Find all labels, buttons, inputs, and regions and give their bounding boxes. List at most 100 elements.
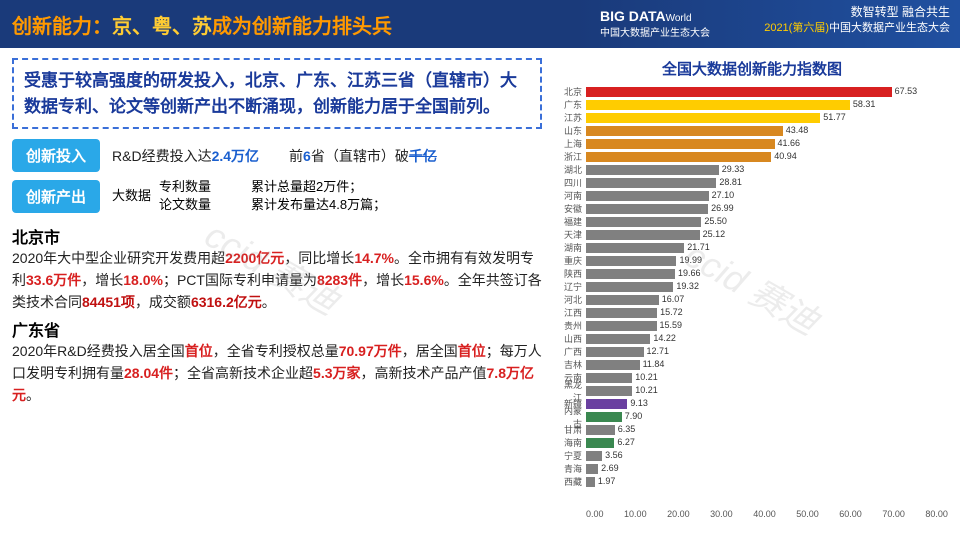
bar-label: 海南: [556, 436, 586, 449]
bar-fill: [586, 100, 850, 110]
bar-row: 上海41.66: [556, 137, 948, 150]
bar-label: 北京: [556, 85, 586, 98]
bar-value: 67.53: [895, 86, 918, 96]
chart-title: 全国大数据创新能力指数图: [556, 58, 948, 79]
bar-track: 51.77: [586, 113, 948, 123]
bar-label: 河北: [556, 293, 586, 306]
bar-value: 28.81: [719, 177, 742, 187]
bar-value: 19.99: [679, 255, 702, 265]
output-metrics: 专利数量 论文数量: [159, 178, 211, 214]
bar-value: 14.22: [653, 333, 676, 343]
bar-row: 天津25.12: [556, 228, 948, 241]
bar-label: 浙江: [556, 150, 586, 163]
bar-track: 11.84: [586, 360, 948, 370]
bar-fill: [586, 243, 684, 253]
bar-track: 15.59: [586, 321, 948, 331]
bar-value: 1.97: [598, 476, 616, 486]
beijing-body: 2020年大中型企业研究开发费用超2200亿元，同比增长14.7%。全市拥有有效…: [12, 248, 542, 313]
bar-row: 福建25.50: [556, 215, 948, 228]
bar-value: 26.99: [711, 203, 734, 213]
bar-value: 40.94: [774, 151, 797, 161]
bar-track: 27.10: [586, 191, 948, 201]
bar-row: 湖北29.33: [556, 163, 948, 176]
bar-fill: [586, 204, 708, 214]
bar-row: 陕西19.66: [556, 267, 948, 280]
bar-value: 7.90: [625, 411, 643, 421]
bar-row: 黑龙江10.21: [556, 384, 948, 397]
bar-row: 新疆9.13: [556, 397, 948, 410]
bar-label: 江苏: [556, 111, 586, 124]
bar-row: 四川 28.81: [556, 176, 948, 189]
investment-badge: 创新投入: [12, 139, 100, 172]
bar-row: 湖南21.71: [556, 241, 948, 254]
investment-text: R&D经费投入达2.4万亿 前6省（直辖市）破千亿: [112, 146, 437, 166]
bar-track: 58.31: [586, 100, 948, 110]
x-tick: 0.00: [586, 509, 604, 519]
bar-row: 内蒙古7.90: [556, 410, 948, 423]
bar-fill: [586, 425, 615, 435]
bar-label: 上海: [556, 137, 586, 150]
bar-track: 29.33: [586, 165, 948, 175]
bar-label: 贵州: [556, 319, 586, 332]
x-tick: 70.00: [882, 509, 905, 519]
bar-track: 12.71: [586, 347, 948, 357]
bar-fill: [586, 386, 632, 396]
bar-label: 河南: [556, 189, 586, 202]
bar-track: 9.13: [586, 399, 948, 409]
main-content: 受惠于较高强度的研发投入，北京、广东、江苏三省（直辖市）大数据专利、论文等创新产…: [0, 48, 960, 538]
x-tick: 10.00: [624, 509, 647, 519]
left-panel: 受惠于较高强度的研发投入，北京、广东、江苏三省（直辖市）大数据专利、论文等创新产…: [12, 58, 542, 538]
bar-label: 陕西: [556, 267, 586, 280]
bar-fill: [586, 113, 820, 123]
bar-fill: [586, 269, 675, 279]
bar-fill: [586, 126, 783, 136]
title-post: 成为创新能力排头兵: [212, 16, 392, 38]
bar-label: 重庆: [556, 254, 586, 267]
x-tick: 60.00: [839, 509, 862, 519]
bar-track: 2.69: [586, 464, 948, 474]
bar-track: 41.66: [586, 139, 948, 149]
bar-label: 广西: [556, 345, 586, 358]
investment-row: 创新投入 R&D经费投入达2.4万亿 前6省（直辖市）破千亿: [12, 139, 542, 172]
bar-label: 山东: [556, 124, 586, 137]
bar-row: 山西14.22: [556, 332, 948, 345]
bar-row: 河南27.10: [556, 189, 948, 202]
bar-label: 湖北: [556, 163, 586, 176]
bar-fill: [586, 334, 650, 344]
chart-panel: 全国大数据创新能力指数图 北京67.53广东58.31江苏51.77山东43.4…: [556, 58, 948, 538]
bar-row: 重庆 19.99: [556, 254, 948, 267]
bar-fill: [586, 282, 673, 292]
output-badge: 创新产出: [12, 180, 100, 213]
bar-value: 12.71: [647, 346, 670, 356]
bar-value: 21.71: [687, 242, 710, 252]
bar-track: 3.56: [586, 451, 948, 461]
bar-fill: [586, 399, 627, 409]
bar-label: 宁夏: [556, 449, 586, 462]
x-tick: 80.00: [925, 509, 948, 519]
bar-label: 四川: [556, 176, 586, 189]
bar-label: 江西: [556, 306, 586, 319]
guangdong-body: 2020年R&D经费投入居全国首位，全省专利授权总量70.97万件，居全国首位；…: [12, 341, 542, 406]
bar-label: 西藏: [556, 475, 586, 488]
bar-value: 43.48: [786, 125, 809, 135]
x-tick: 50.00: [796, 509, 819, 519]
output-row: 创新产出 大数据 专利数量 论文数量 累计总量超2万件； 累计发布量达4.8万篇…: [12, 178, 542, 214]
bar-fill: [586, 412, 622, 422]
bar-row: 海南6.27: [556, 436, 948, 449]
bar-row: 云南10.21: [556, 371, 948, 384]
bar-row: 青海2.69: [556, 462, 948, 475]
bar-fill: [586, 295, 659, 305]
bar-fill: [586, 308, 657, 318]
bar-value: 19.32: [676, 281, 699, 291]
bar-label: 福建: [556, 215, 586, 228]
bar-track: 10.21: [586, 386, 948, 396]
bar-track: 19.99: [586, 256, 948, 266]
bar-track: 7.90: [586, 412, 948, 422]
output-label: 大数据: [112, 187, 151, 205]
bar-value: 16.07: [662, 294, 685, 304]
bar-value: 25.12: [703, 229, 726, 239]
bar-row: 西藏 1.97: [556, 475, 948, 488]
x-tick: 20.00: [667, 509, 690, 519]
bar-fill: [586, 165, 719, 175]
bar-row: 吉林11.84: [556, 358, 948, 371]
